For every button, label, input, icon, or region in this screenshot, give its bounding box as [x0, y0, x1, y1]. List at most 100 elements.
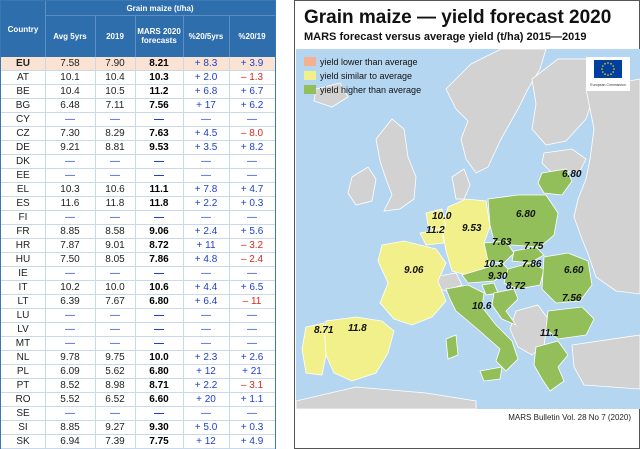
country-cell: HR [15, 240, 31, 251]
pct-vs-5yrs-cell: — [201, 310, 211, 321]
cz-region [483, 240, 515, 264]
table-row: MT — — — — — [1, 337, 275, 351]
super-header: Grain maize (t/ha) [126, 3, 194, 13]
pct-vs-5yrs-cell: + 2.2 [194, 198, 218, 209]
table-row: PL 6.09 5.62 6.80 + 12 + 21 [1, 365, 275, 379]
pct-vs-2019-cell: – 3.1 [240, 380, 264, 391]
country-cell: EE [16, 170, 30, 181]
year-2019-cell: — [110, 310, 120, 321]
el-region [533, 340, 569, 392]
avg-5yrs-cell: — [65, 156, 75, 167]
eu-logo-text: European Commission [590, 83, 625, 87]
pct-vs-2019-cell: — [247, 338, 257, 349]
year-2019-cell: 8.58 [105, 226, 125, 237]
eu-star [613, 68, 615, 70]
non-eu-land [296, 49, 640, 409]
europe-map: yield lower than average yield similar t… [296, 49, 640, 409]
map-panel: Grain maize — yield forecast 2020 MARS f… [294, 0, 640, 449]
map-label-pt: 8.71 [314, 325, 334, 336]
forecast-cell: 11.8 [149, 198, 169, 209]
table-row: CZ 7.30 8.29 7.63 + 4.5 – 8.0 [1, 127, 275, 141]
eu-star [612, 65, 614, 67]
year-2019-cell: 9.01 [105, 240, 125, 251]
year-2019-cell: 8.98 [105, 380, 125, 391]
header-divider [183, 15, 184, 57]
forecast-cell: — [154, 212, 164, 223]
eu-star [602, 65, 604, 67]
pct-vs-2019-cell: + 4.9 [240, 436, 264, 447]
map-label-hr: 8.72 [506, 281, 526, 292]
country-cell: FI [18, 212, 28, 223]
forecast-cell: — [154, 170, 164, 181]
map-label-at: 10.3 [484, 259, 504, 270]
table-row: DK — — — — — [1, 155, 275, 169]
header-divider [45, 1, 46, 57]
pct-vs-5yrs-cell: + 6.4 [194, 296, 218, 307]
country-cell: IT [18, 282, 28, 293]
avg-5yrs-cell: 6.48 [60, 100, 80, 111]
avg-5yrs-cell: 9.21 [60, 142, 80, 153]
forecast-cell: 8.72 [149, 240, 169, 251]
eu-star [610, 73, 612, 75]
table-row: CY — — — — — [1, 113, 275, 127]
table-row: HR 7.87 9.01 8.72 + 11 – 3.2 [1, 239, 275, 253]
avg-5yrs-cell: 8.52 [60, 380, 80, 391]
year-2019-cell: 6.52 [105, 394, 125, 405]
year-2019-cell: 9.75 [105, 352, 125, 363]
map-label-cz: 7.63 [492, 237, 512, 248]
table-row: FR 8.85 8.58 9.06 + 2.4 + 5.6 [1, 225, 275, 239]
avg-5yrs-cell: 6.94 [60, 436, 80, 447]
country-cell: ES [16, 198, 30, 209]
country-cell: DK [16, 156, 30, 167]
header-divider [95, 15, 96, 57]
map-label-sk: 7.75 [524, 241, 544, 252]
column-divider [135, 57, 136, 449]
year-2019-cell: — [110, 324, 120, 335]
sk-region [511, 246, 545, 264]
legend: yield lower than average yield similar t… [304, 57, 421, 95]
forecast-cell: 10.0 [149, 352, 169, 363]
pct-vs-5yrs-cell: + 4.8 [194, 254, 218, 265]
map-label-lt: 6.80 [562, 169, 582, 180]
map-label-si: 9.30 [488, 271, 508, 282]
forecast-cell: 9.53 [149, 142, 169, 153]
table-row: DE 9.21 8.81 9.53 + 3.5 + 8.2 [1, 141, 275, 155]
country-cell: MT [15, 338, 31, 349]
country-cell: SK [16, 436, 30, 447]
year-2019-cell: 10.0 [105, 282, 125, 293]
avg-5yrs-cell: 5.52 [60, 394, 80, 405]
pct-vs-5yrs-cell: + 2.0 [194, 72, 218, 83]
legend-swatch-lower [304, 57, 316, 66]
pct-vs-5yrs-cell: — [201, 408, 211, 419]
avg-5yrs-cell: — [65, 212, 75, 223]
map-label-de: 9.53 [462, 223, 482, 234]
pct-vs-5yrs-cell: + 2.3 [194, 352, 218, 363]
year-2019-cell: — [110, 268, 120, 279]
pct-vs-5yrs-cell: — [201, 338, 211, 349]
pl-region [487, 194, 559, 248]
pct-vs-5yrs-cell: + 6.8 [194, 86, 218, 97]
column-divider [95, 57, 96, 449]
eu-star [610, 63, 612, 65]
eu-star [604, 63, 606, 65]
forecast-cell: 6.80 [149, 296, 169, 307]
pct-vs-2019-cell: + 2.6 [240, 352, 264, 363]
pct-vs-5yrs-cell: + 4.4 [194, 282, 218, 293]
header-divider [135, 15, 136, 57]
forecast-cell: 11.2 [149, 86, 169, 97]
country-cell: SE [16, 408, 30, 419]
pct-vs-5yrs-cell: + 12 [196, 436, 216, 447]
mars-forecast-header: MARS 2020 forecasts [137, 27, 181, 45]
pct-vs-5yrs-cell: + 11 [196, 240, 216, 251]
forecast-cell: — [154, 408, 164, 419]
avg-5yrs-cell: 7.30 [60, 128, 80, 139]
pct-vs-2019-cell: + 4.7 [240, 184, 264, 195]
avg-5yrs-cell: 7.58 [60, 58, 80, 69]
table-row: SK 6.94 7.39 7.75 + 12 + 4.9 [1, 435, 275, 449]
pct-vs-2019-cell: + 6.7 [240, 86, 264, 97]
pct-vs-5yrs-cell: + 3.5 [194, 142, 218, 153]
forecast-cell: 8.21 [149, 58, 169, 69]
table-row: BE 10.4 10.5 11.2 + 6.8 + 6.7 [1, 85, 275, 99]
map-label-pl: 6.80 [516, 209, 536, 220]
avg-5yrs-cell: 6.09 [60, 366, 80, 377]
